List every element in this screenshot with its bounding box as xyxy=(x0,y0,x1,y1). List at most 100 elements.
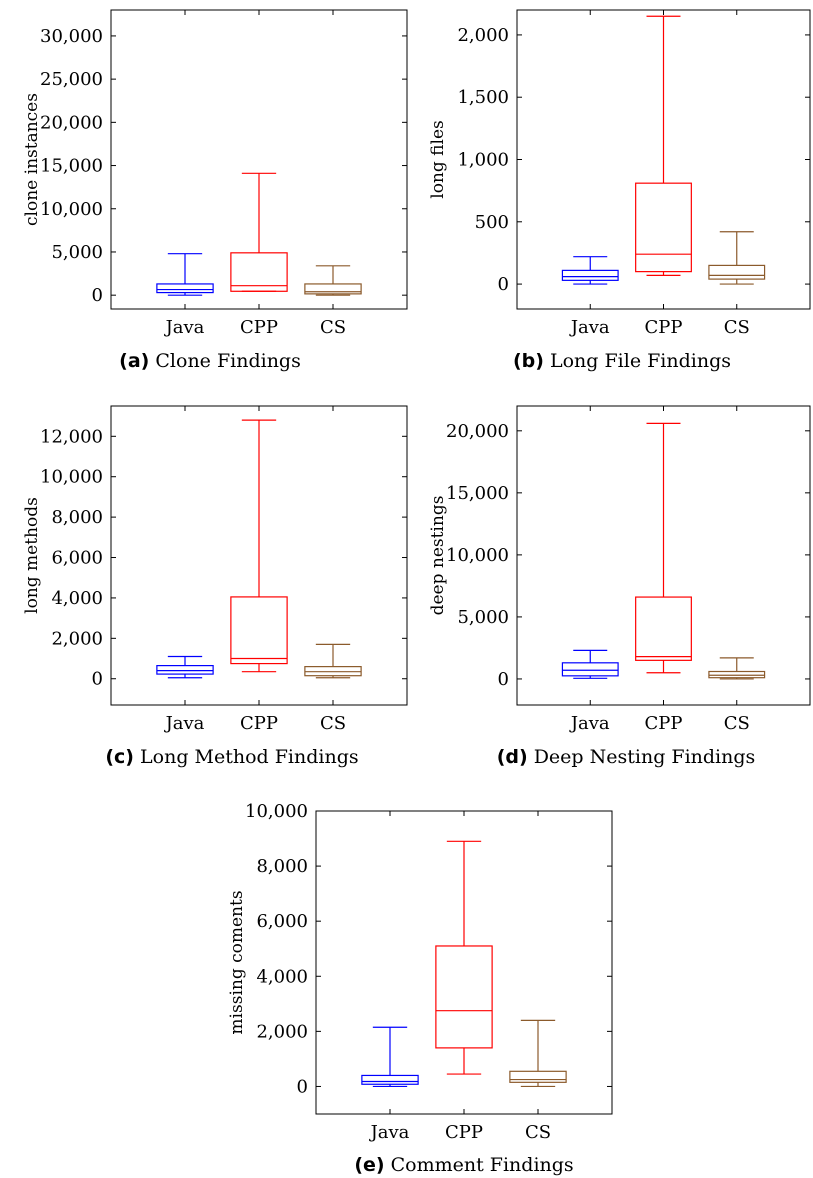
y-tick-label: 6,000 xyxy=(51,548,103,569)
y-tick-label: 2,000 xyxy=(51,628,103,649)
panel-caption: (e) Comment Findings xyxy=(354,1154,573,1176)
x-tick-label: Java xyxy=(164,713,205,734)
box-cs xyxy=(304,643,362,679)
y-axis-label: deep nestings xyxy=(428,496,448,616)
y-tick-label: 5,000 xyxy=(51,242,103,263)
box-iqr xyxy=(230,596,288,665)
y-tick-label: 0 xyxy=(498,669,509,690)
y-tick-label: 20,000 xyxy=(40,112,103,133)
box-cs xyxy=(509,1019,567,1088)
y-tick-label: 25,000 xyxy=(40,69,103,90)
x-tick-label: CS xyxy=(724,713,750,734)
y-tick-label: 0 xyxy=(498,274,509,295)
caption-tag: (d) xyxy=(497,746,528,768)
panel-caption: (b) Long File Findings xyxy=(513,350,731,372)
x-tick-label: CPP xyxy=(445,1122,483,1143)
y-tick-label: 10,000 xyxy=(245,801,308,822)
y-tick-label: 1,000 xyxy=(457,150,509,171)
box-java xyxy=(156,253,214,296)
y-tick-label: 0 xyxy=(297,1076,308,1097)
x-tick-label: CPP xyxy=(240,713,278,734)
chart-panel-3: 0 2,000 4,000 6,000 8,000 10,000 12,000 Java CPP… xyxy=(22,405,408,768)
box-iqr xyxy=(156,665,214,675)
panel-caption: (a) Clone Findings xyxy=(119,350,301,372)
box-cpp xyxy=(635,422,692,674)
y-axis-label: missing coments xyxy=(227,890,247,1034)
box-iqr xyxy=(435,945,493,1049)
y-tick-label: 10,000 xyxy=(40,199,103,220)
y-tick-label: 500 xyxy=(475,212,509,233)
y-axis-label: clone instances xyxy=(22,93,42,226)
box-iqr xyxy=(361,1074,419,1085)
y-axis-label: long methods xyxy=(22,497,42,614)
caption-tag: (a) xyxy=(119,350,149,372)
x-tick-label: Java xyxy=(164,317,205,338)
box-iqr xyxy=(230,252,288,292)
caption-text: Long Method Findings xyxy=(140,746,359,768)
box-cs xyxy=(708,231,766,285)
chart-panel-1: 0 5,000 10,000 15,000 20,000 25,000 30,000 Java… xyxy=(22,9,408,372)
x-tick-label: CPP xyxy=(240,317,278,338)
x-tick-label: CPP xyxy=(645,713,683,734)
y-tick-label: 15,000 xyxy=(446,483,509,504)
y-axis-label: long files xyxy=(428,120,448,198)
x-tick-label: Java xyxy=(569,317,610,338)
x-tick-label: Java xyxy=(369,1122,410,1143)
box-java xyxy=(361,1026,419,1088)
box-java xyxy=(561,256,619,285)
box-cs xyxy=(304,265,362,296)
plot-frame xyxy=(110,9,408,310)
box-iqr xyxy=(708,264,766,280)
y-tick-label: 2,000 xyxy=(256,1021,308,1042)
box-java xyxy=(156,655,214,679)
y-tick-label: 0 xyxy=(92,669,103,690)
y-tick-label: 15,000 xyxy=(40,156,103,177)
box-iqr xyxy=(561,662,619,677)
y-tick-label: 30,000 xyxy=(40,26,103,47)
caption-text: Comment Findings xyxy=(391,1154,574,1176)
caption-text: Clone Findings xyxy=(155,350,300,372)
caption-tag: (c) xyxy=(105,746,134,768)
y-tick-label: 20,000 xyxy=(446,421,509,442)
caption-text: Long File Findings xyxy=(550,350,731,372)
chart-panel-5: 0 2,000 4,000 6,000 8,000 10,000 Java CPP CS miss… xyxy=(227,801,613,1176)
box-cpp xyxy=(230,419,288,673)
y-tick-label: 1,500 xyxy=(457,87,509,108)
y-tick-label: 2,000 xyxy=(457,25,509,46)
panel-caption: (d) Deep Nesting Findings xyxy=(497,746,756,768)
x-tick-label: CS xyxy=(724,317,750,338)
box-iqr xyxy=(635,596,692,661)
box-iqr xyxy=(304,283,362,295)
x-tick-label: CS xyxy=(525,1122,551,1143)
y-tick-label: 4,000 xyxy=(51,588,103,609)
box-cpp xyxy=(230,172,288,292)
box-cpp xyxy=(635,15,692,276)
box-iqr xyxy=(635,182,692,273)
y-tick-label: 4,000 xyxy=(256,966,308,987)
y-tick-label: 0 xyxy=(92,285,103,306)
y-tick-label: 8,000 xyxy=(256,856,308,877)
caption-tag: (e) xyxy=(354,1154,384,1176)
x-tick-label: Java xyxy=(569,713,610,734)
y-tick-label: 8,000 xyxy=(51,507,103,528)
y-tick-label: 10,000 xyxy=(40,467,103,488)
box-iqr xyxy=(156,283,214,294)
x-tick-label: CS xyxy=(320,713,346,734)
chart-panel-2: 0 500 1,000 1,500 2,000 Java CPP CS long files (b… xyxy=(428,9,811,372)
box-java xyxy=(561,649,619,679)
panel-caption: (c) Long Method Findings xyxy=(105,746,358,768)
y-tick-label: 12,000 xyxy=(40,426,103,447)
caption-tag: (b) xyxy=(513,350,544,372)
y-tick-label: 6,000 xyxy=(256,911,308,932)
box-cs xyxy=(708,657,766,680)
box-iqr xyxy=(708,670,766,679)
x-tick-label: CS xyxy=(320,317,346,338)
box-iqr xyxy=(509,1070,567,1083)
box-iqr xyxy=(561,269,619,281)
y-tick-label: 5,000 xyxy=(457,607,509,628)
caption-text: Deep Nesting Findings xyxy=(534,746,756,768)
x-tick-label: CPP xyxy=(645,317,683,338)
y-tick-label: 10,000 xyxy=(446,545,509,566)
box-cpp xyxy=(435,840,493,1075)
chart-panel-4: 0 5,000 10,000 15,000 20,000 Java CPP CS deep ne… xyxy=(428,405,811,768)
